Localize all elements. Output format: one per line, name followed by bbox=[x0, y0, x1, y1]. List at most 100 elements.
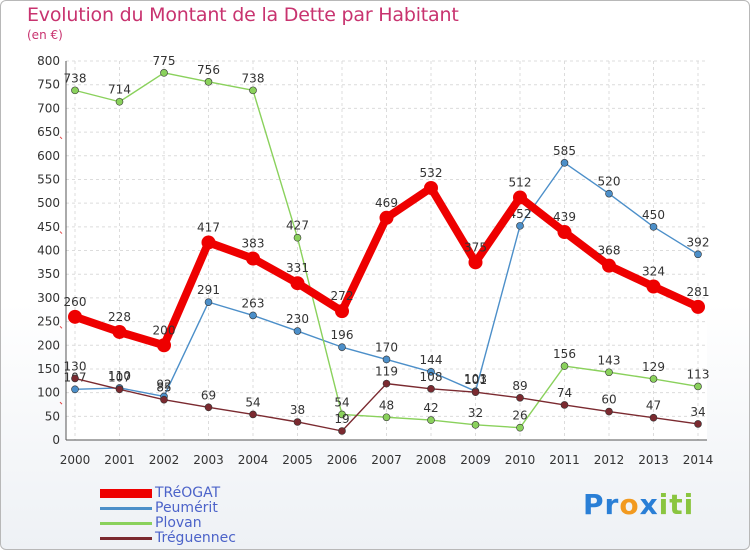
data-label-0: 375 bbox=[464, 240, 487, 254]
data-label-2: 54 bbox=[334, 395, 349, 409]
y-tick-label: 200 bbox=[37, 338, 60, 352]
series-point-0 bbox=[201, 235, 216, 250]
x-tick-label: 2003 bbox=[193, 453, 224, 467]
series-point-1 bbox=[649, 223, 658, 231]
y-tick-label: 800 bbox=[37, 54, 60, 68]
chart-unit: (en €) bbox=[27, 28, 63, 42]
x-tick-label: 2009 bbox=[460, 453, 491, 467]
series-point-2 bbox=[427, 416, 435, 424]
logo-part: x bbox=[639, 488, 659, 521]
data-label-3: 74 bbox=[557, 386, 572, 400]
x-tick-label: 2004 bbox=[238, 453, 269, 467]
data-label-1: 230 bbox=[286, 312, 309, 326]
series-point-2 bbox=[338, 410, 346, 419]
data-label-3: 38 bbox=[290, 403, 305, 417]
x-tick-label: 2011 bbox=[549, 453, 580, 467]
data-label-2: 129 bbox=[642, 360, 665, 374]
series-point-3 bbox=[605, 407, 613, 416]
data-label-0: 272 bbox=[331, 289, 354, 303]
legend-swatch bbox=[100, 537, 152, 540]
x-tick-label: 2007 bbox=[371, 453, 402, 467]
data-label-3: 130 bbox=[64, 359, 87, 373]
series-point-2 bbox=[249, 86, 257, 95]
legend-swatch bbox=[100, 507, 152, 510]
series-point-0 bbox=[468, 255, 483, 270]
y-tick-label: 150 bbox=[37, 362, 60, 376]
data-label-1: 450 bbox=[642, 208, 665, 222]
series-point-3 bbox=[249, 410, 257, 419]
series-point-3 bbox=[382, 379, 391, 388]
legend-label: TRéOGAT bbox=[155, 485, 221, 501]
series-point-1 bbox=[71, 385, 79, 394]
data-label-3: 54 bbox=[245, 395, 260, 409]
series-point-3 bbox=[649, 413, 658, 422]
data-label-1: 585 bbox=[553, 144, 576, 158]
data-label-0: 512 bbox=[509, 175, 532, 189]
data-label-1: 196 bbox=[331, 328, 354, 342]
series-point-1 bbox=[560, 159, 569, 167]
series-point-3 bbox=[204, 403, 213, 412]
y-tick-label: 300 bbox=[37, 291, 60, 305]
axis-mark bbox=[59, 325, 63, 329]
series-point-1 bbox=[382, 355, 391, 364]
series-point-0 bbox=[424, 180, 438, 195]
legend-label: Tréguennec bbox=[155, 530, 236, 546]
series-point-3 bbox=[516, 394, 524, 402]
data-label-1: 92 bbox=[156, 377, 171, 391]
data-label-1: 110 bbox=[108, 369, 131, 383]
series-point-2 bbox=[293, 233, 302, 242]
data-label-3: 34 bbox=[690, 405, 705, 419]
series-point-0 bbox=[602, 258, 616, 273]
series-point-0 bbox=[335, 304, 349, 319]
data-label-2: 756 bbox=[197, 63, 220, 77]
data-label-2: 113 bbox=[687, 367, 710, 381]
y-tick-label: 750 bbox=[37, 78, 60, 92]
data-label-1: 263 bbox=[242, 296, 265, 310]
data-label-1: 392 bbox=[687, 235, 710, 249]
data-label-2: 427 bbox=[286, 219, 309, 233]
logo-part: Pr bbox=[583, 488, 620, 521]
x-tick-label: 2005 bbox=[282, 453, 313, 467]
data-label-1: 291 bbox=[197, 283, 220, 297]
data-label-2: 32 bbox=[468, 406, 483, 420]
x-tick-label: 2002 bbox=[149, 453, 180, 467]
y-tick-label: 650 bbox=[37, 125, 60, 139]
data-label-0: 439 bbox=[553, 210, 576, 224]
x-tick-label: 2013 bbox=[638, 453, 669, 467]
legend-label: Peumérit bbox=[155, 500, 218, 516]
series-point-1 bbox=[605, 189, 613, 198]
y-tick-label: 450 bbox=[37, 220, 60, 234]
series-point-3 bbox=[115, 385, 124, 394]
data-label-3: 119 bbox=[375, 365, 398, 379]
data-label-1: 170 bbox=[375, 340, 398, 354]
data-label-2: 48 bbox=[379, 398, 394, 412]
series-point-2 bbox=[560, 362, 569, 370]
series-point-1 bbox=[293, 327, 302, 335]
series-point-0 bbox=[157, 338, 171, 353]
line-chart: 0 50 100 150 200 250 300 350 400 450 500 550 600 650 7… bbox=[37, 54, 713, 467]
legend-label: Plovan bbox=[155, 515, 202, 531]
series-point-0 bbox=[68, 309, 82, 324]
series-point-0 bbox=[513, 190, 527, 205]
series-point-2 bbox=[694, 382, 702, 391]
legend-swatch bbox=[100, 522, 152, 525]
series-point-3 bbox=[694, 420, 702, 428]
series-point-2 bbox=[204, 78, 213, 86]
x-tick-label: 2006 bbox=[327, 453, 358, 467]
y-tick-label: 0 bbox=[52, 433, 60, 447]
data-label-1: 144 bbox=[420, 353, 443, 367]
data-label-3: 85 bbox=[156, 381, 171, 395]
data-label-0: 228 bbox=[108, 310, 131, 324]
series-point-2 bbox=[382, 413, 391, 422]
series-point-3 bbox=[471, 388, 480, 396]
data-label-0: 281 bbox=[687, 285, 710, 299]
logo-part: o bbox=[619, 488, 640, 521]
x-tick-label: 2012 bbox=[594, 453, 625, 467]
series-point-1 bbox=[516, 222, 524, 230]
series-point-2 bbox=[605, 368, 613, 377]
series-point-0 bbox=[557, 225, 572, 240]
data-label-3: 60 bbox=[601, 393, 616, 407]
data-label-2: 775 bbox=[153, 54, 176, 68]
series-point-2 bbox=[471, 421, 480, 429]
y-tick-label: 500 bbox=[37, 196, 60, 210]
